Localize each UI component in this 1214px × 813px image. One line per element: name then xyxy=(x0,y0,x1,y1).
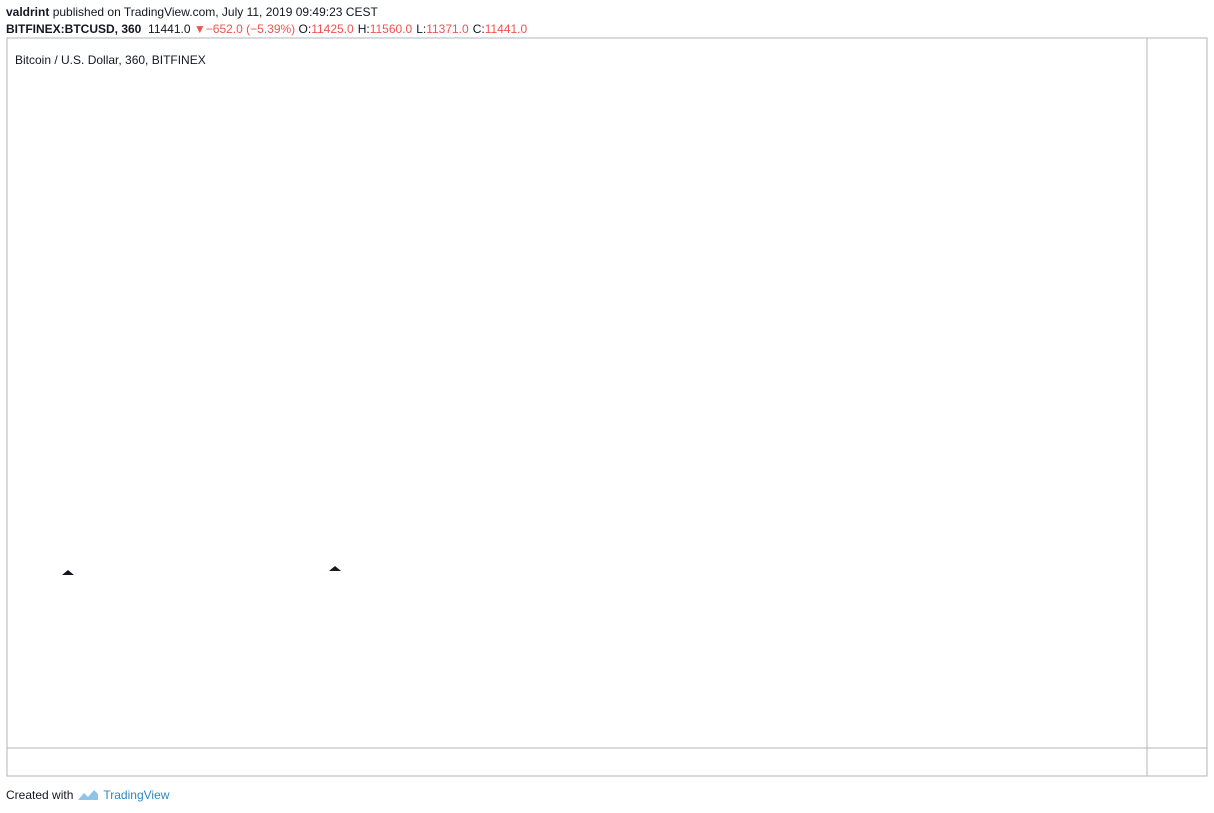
symbol-line: BITFINEX:BTCUSD, 360 11441.0 ▼−652.0 (−5… xyxy=(6,22,531,36)
published: published on TradingView.com, July 11, 2… xyxy=(52,5,378,19)
marker xyxy=(62,570,74,575)
author: valdrint xyxy=(6,5,50,19)
chart-title: Bitcoin / U.S. Dollar, 360, BITFINEX xyxy=(15,53,206,67)
ohlc-key: C: xyxy=(472,22,485,36)
chart: Bitcoin / U.S. Dollar, 360, BITFINEX xyxy=(6,37,1208,777)
marker xyxy=(329,566,341,571)
ohlc-key: L: xyxy=(416,22,427,36)
publish-line: valdrint published on TradingView.com, J… xyxy=(6,5,378,19)
ohlc-key: O: xyxy=(298,22,312,36)
ohlc-val: 11441.0 xyxy=(484,22,528,36)
footer-text: Created with xyxy=(6,788,74,802)
arrow: ▼ xyxy=(193,22,206,36)
ohlc-key: H: xyxy=(357,22,370,36)
ohlc-val: 11560.0 xyxy=(369,22,413,36)
ohlc-val: 11425.0 xyxy=(311,22,354,36)
symbol: BITFINEX:BTCUSD, 360 xyxy=(6,22,142,36)
footer: Created with TradingView xyxy=(6,788,169,802)
last: 11441.0 xyxy=(148,22,191,36)
frame xyxy=(6,37,1208,777)
change: −652.0 (−5.39%) xyxy=(205,22,296,36)
ohlc-val: 11371.0 xyxy=(426,22,469,36)
ohlc: O:11425.0 H:11560.0 L:11371.0 C:11441.0 xyxy=(299,22,532,36)
logo xyxy=(78,790,99,800)
brand: TradingView xyxy=(103,788,170,802)
